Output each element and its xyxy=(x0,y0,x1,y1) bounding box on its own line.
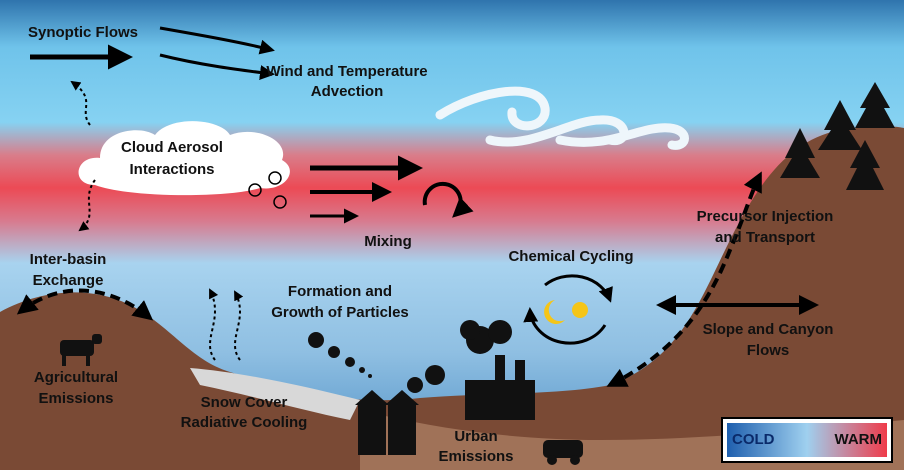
advection-arrow xyxy=(159,53,275,80)
label: Emissions xyxy=(438,448,513,465)
label: Snow Cover xyxy=(201,394,288,411)
label: Radiative Cooling xyxy=(181,414,308,431)
label: Inter-basin xyxy=(30,251,107,268)
label: Agricultural xyxy=(34,369,118,386)
advection-arrow xyxy=(159,26,275,55)
sun-moon xyxy=(544,300,588,324)
cloud xyxy=(78,121,290,196)
city xyxy=(355,320,583,465)
label: Slope and Canyon xyxy=(703,321,834,338)
cooling-wave xyxy=(234,290,244,361)
legend-warm: WARM xyxy=(835,431,883,448)
trees xyxy=(780,82,895,190)
label: Emissions xyxy=(38,390,113,407)
chemical-cycle xyxy=(544,274,613,303)
inter-basin-arrow xyxy=(16,288,154,321)
label: and Transport xyxy=(715,229,815,246)
legend-cold: COLD xyxy=(732,431,775,448)
label: Mixing xyxy=(364,233,412,250)
snow-cover xyxy=(190,368,360,420)
precursor-arrow xyxy=(606,171,762,387)
label: Precursor Injection xyxy=(697,208,834,225)
wind-swirls xyxy=(435,86,689,150)
label: Chemical Cycling xyxy=(508,248,633,265)
vertical-exchange xyxy=(78,179,96,232)
label: Cloud Aerosol xyxy=(121,139,223,156)
label: Synoptic Flows xyxy=(28,24,138,41)
label: Formation and xyxy=(288,283,392,300)
label: Wind and Temperature xyxy=(266,63,427,80)
arrows xyxy=(16,26,819,387)
cooling-wave xyxy=(209,288,219,361)
label: Exchange xyxy=(33,272,104,289)
label: Advection xyxy=(311,83,384,100)
legend-bar xyxy=(727,423,887,457)
mixing-eddy xyxy=(422,181,474,218)
small-eddies xyxy=(248,171,287,209)
label: Urban xyxy=(454,428,497,445)
label: Flows xyxy=(747,342,790,359)
cow xyxy=(60,334,102,366)
particles xyxy=(308,332,372,378)
label: Interactions xyxy=(129,161,214,178)
label: Growth of Particles xyxy=(271,304,409,321)
chemical-cycle xyxy=(523,307,607,345)
